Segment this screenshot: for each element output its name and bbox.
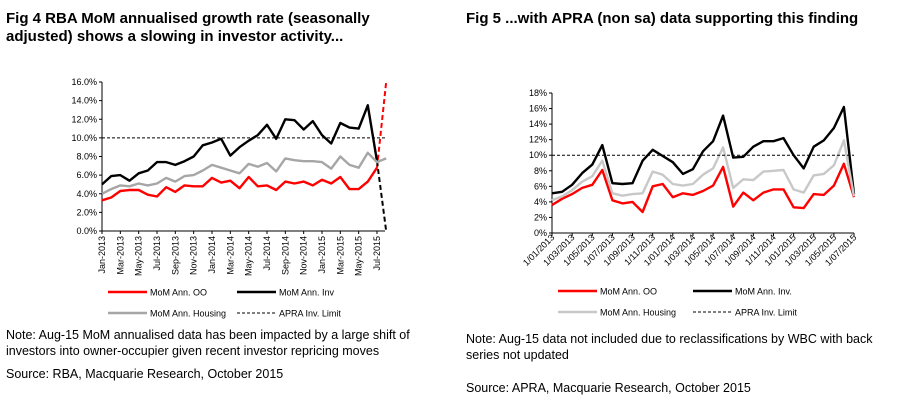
x-tick-label: Mar-2014 — [225, 236, 235, 275]
y-tick-label: 8.0% — [76, 152, 97, 162]
x-tick-label: Sep-2013 — [170, 236, 180, 275]
chart-4: 0.0% 2.0% 4.0% 6.0% 8.0% 10.0% 12.0% 14.0% 16.0%… — [71, 77, 388, 319]
x-tick-label: Sep-2014 — [280, 236, 290, 275]
series-line-2 — [551, 139, 856, 202]
x-tick-label: May-2013 — [134, 236, 144, 276]
x-tick-label: Nov-2013 — [189, 236, 199, 275]
series-line-2 — [101, 151, 387, 195]
x-tick-label: May-2015 — [354, 236, 364, 276]
y-tick-label: 6.0% — [76, 170, 97, 180]
x-tick-label: Nov-2014 — [299, 236, 309, 275]
y-tick-label: 6% — [534, 181, 547, 191]
series-line-0 — [101, 167, 379, 202]
y-tick-label: 4% — [534, 197, 547, 207]
y-tick-label: 16.0% — [71, 77, 97, 87]
legend-label: MoM Ann. OO — [150, 288, 207, 298]
x-tick-label: Jan-2013 — [97, 236, 107, 274]
series-line-1 — [551, 105, 856, 195]
series-line-0 — [551, 162, 856, 214]
y-tick-label: 14% — [529, 119, 547, 129]
y-tick-label: 2.0% — [76, 207, 97, 217]
legend-label: MoM Ann. Inv — [279, 288, 335, 298]
y-tick-label: 12.0% — [71, 114, 97, 124]
y-tick-label: 8% — [534, 166, 547, 176]
x-tick-label: Mar-2015 — [335, 236, 345, 275]
series-dashed-segment-0 — [376, 81, 388, 168]
y-tick-label: 16% — [529, 104, 547, 114]
fig5-title: Fig 5 ...with APRA (non sa) data support… — [466, 10, 859, 27]
legend-label: APRA Inv. Limit — [279, 309, 341, 319]
fig5-source: Source: APRA, Macquarie Research, Octobe… — [466, 381, 751, 395]
fig4-source: Source: RBA, Macquarie Research, October… — [6, 367, 284, 381]
y-tick-label: 10.0% — [71, 133, 97, 143]
fig4-title: Fig 4 RBA MoM annualised growth rate (se… — [6, 10, 370, 45]
y-tick-label: 12% — [529, 135, 547, 145]
legend-label: APRA Inv. Limit — [735, 308, 797, 318]
series-line-1 — [101, 104, 379, 186]
y-tick-label: 14.0% — [71, 96, 97, 106]
fig4-note: Note: Aug-15 MoM annualised data has bee… — [6, 328, 410, 358]
x-tick-label: Jan-2015 — [317, 236, 327, 274]
y-tick-label: 2% — [534, 212, 547, 222]
legend-label: MoM Ann. Inv. — [735, 287, 792, 297]
x-tick-label: Jul-2014 — [262, 236, 272, 271]
x-tick-label: Mar-2013 — [115, 236, 125, 275]
legend-label: MoM Ann. OO — [600, 287, 657, 297]
legend-label: MoM Ann. Housing — [600, 308, 676, 318]
series-dashed-segment-1 — [376, 161, 388, 232]
y-tick-label: 4.0% — [76, 189, 97, 199]
y-tick-label: 10% — [529, 150, 547, 160]
x-tick-label: Jul-2015 — [372, 236, 382, 271]
x-tick-label: Jul-2013 — [152, 236, 162, 271]
x-tick-label: Jan-2014 — [207, 236, 217, 274]
y-tick-label: 0.0% — [76, 226, 97, 236]
legend-label: MoM Ann. Housing — [150, 309, 226, 319]
y-tick-label: 18% — [529, 88, 547, 98]
chart-5: 0%2%4%6%8%10%12%14%16%18%1/01/20131/03/2… — [521, 88, 858, 318]
y-tick-label: 0% — [534, 228, 547, 238]
fig5-note: Note: Aug-15 data not included due to re… — [466, 332, 873, 362]
x-tick-label: May-2014 — [244, 236, 254, 276]
